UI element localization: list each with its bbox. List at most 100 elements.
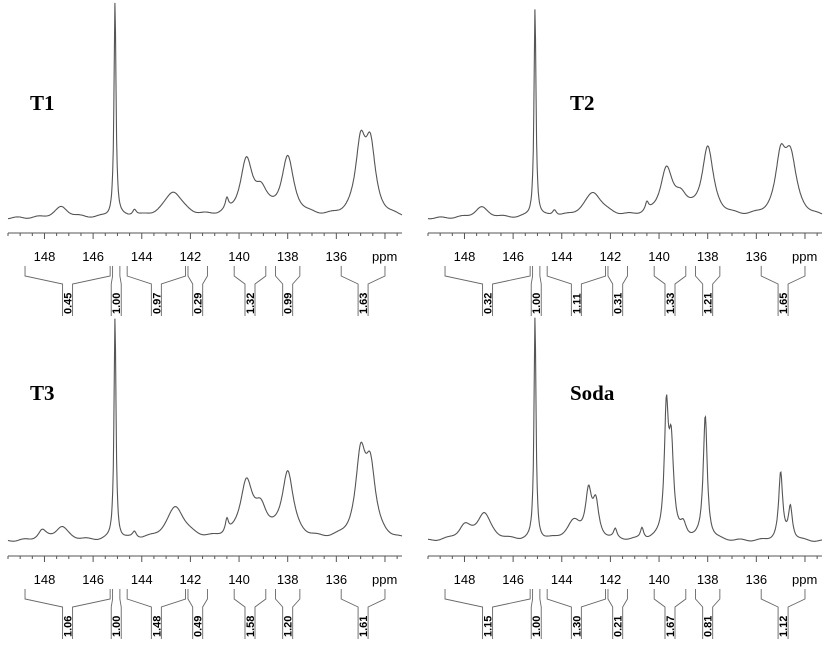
integral-value: 1.48 — [151, 616, 163, 637]
x-tick-label: 148 — [454, 572, 476, 587]
integral-bracket — [607, 589, 628, 639]
integral-bracket — [233, 589, 267, 639]
integral-bracket — [233, 266, 267, 316]
integral-value: 0.29 — [193, 293, 205, 314]
x-tick-label: 136 — [745, 572, 767, 587]
integral-value: 1.15 — [483, 616, 495, 637]
integral-value: 1.20 — [283, 616, 295, 637]
integral-bracket — [340, 266, 386, 316]
x-tick-label: 142 — [600, 572, 622, 587]
integral-bracket — [24, 266, 111, 316]
spectrum-panel-2: T2 148 146 144 142 140 138 136 ppm 0.32 1.00 1.11 0.… — [427, 9, 823, 316]
x-axis-unit: ppm — [372, 249, 397, 264]
integral-bracket — [530, 266, 542, 316]
integral-value: 1.33 — [665, 293, 677, 314]
x-tick-label: 136 — [325, 572, 347, 587]
x-tick-label: 138 — [697, 572, 719, 587]
integral-bracket — [444, 589, 531, 639]
integral-bracket — [695, 589, 721, 639]
x-tick-label: 136 — [325, 249, 347, 264]
integral-bracket — [24, 589, 111, 639]
integral-value: 0.97 — [151, 293, 163, 314]
integral-value: 0.99 — [283, 293, 295, 314]
panel-title: T3 — [30, 381, 55, 405]
x-tick-label: 140 — [228, 572, 250, 587]
integral-value: 1.30 — [571, 616, 583, 637]
integral-value: 0.21 — [613, 616, 625, 637]
panel-title: Soda — [570, 381, 615, 405]
panel-title: T1 — [30, 91, 55, 115]
x-tick-label: 138 — [277, 249, 299, 264]
integral-bracket — [187, 589, 208, 639]
integral-bracket — [695, 266, 721, 316]
integral-value: 0.45 — [63, 293, 75, 314]
integral-bracket — [546, 589, 606, 639]
x-tick-label: 144 — [551, 572, 573, 587]
integral-value: 1.67 — [665, 616, 677, 637]
x-tick-label: 140 — [228, 249, 250, 264]
integral-bracket — [530, 589, 542, 639]
integral-bracket — [126, 589, 186, 639]
integral-value: 1.61 — [358, 616, 370, 637]
integral-value: 1.00 — [111, 293, 123, 314]
x-tick-label: 146 — [502, 249, 524, 264]
x-axis-unit: ppm — [792, 249, 817, 264]
spectrum-panel-4: Soda 148 146 144 142 140 138 136 ppm 1.15 1.00 1.30… — [427, 317, 823, 639]
integral-value: 1.58 — [245, 616, 257, 637]
x-tick-label: 138 — [277, 572, 299, 587]
integral-value: 1.11 — [571, 293, 583, 314]
x-tick-label: 144 — [131, 572, 153, 587]
integral-value: 0.49 — [193, 616, 205, 637]
spectrum-panel-1: T1 148 146 144 142 140 138 136 ppm 0.45 1.00 0.97 0.… — [7, 2, 403, 316]
x-tick-label: 138 — [697, 249, 719, 264]
integral-bracket — [275, 266, 301, 316]
integral-bracket — [340, 589, 386, 639]
integral-bracket — [653, 589, 687, 639]
integral-bracket — [607, 266, 628, 316]
panel-title: T2 — [570, 91, 595, 115]
x-tick-label: 146 — [82, 572, 104, 587]
integral-value: 1.06 — [63, 616, 75, 637]
spectrum-trace — [7, 2, 403, 220]
integral-value: 1.00 — [531, 616, 543, 637]
spectrum-trace — [428, 317, 823, 542]
x-tick-label: 148 — [454, 249, 476, 264]
integral-bracket — [110, 266, 122, 316]
x-tick-label: 146 — [82, 249, 104, 264]
integral-bracket — [546, 266, 606, 316]
x-tick-label: 144 — [551, 249, 573, 264]
integral-bracket — [187, 266, 208, 316]
x-tick-label: 140 — [648, 249, 670, 264]
spectrum-trace — [7, 318, 403, 542]
spectrum-trace — [427, 9, 823, 220]
integral-bracket — [653, 266, 687, 316]
x-tick-label: 136 — [745, 249, 767, 264]
integral-value: 1.65 — [778, 293, 790, 314]
integral-value: 1.63 — [358, 293, 370, 314]
integral-bracket — [126, 266, 186, 316]
integral-value: 0.81 — [703, 616, 715, 637]
integral-bracket — [444, 266, 531, 316]
x-tick-label: 144 — [131, 249, 153, 264]
x-tick-label: 146 — [502, 572, 524, 587]
integral-bracket — [110, 589, 122, 639]
integral-value: 1.12 — [778, 616, 790, 637]
integral-bracket — [760, 266, 806, 316]
x-tick-label: 142 — [180, 249, 202, 264]
integral-value: 1.32 — [245, 293, 257, 314]
x-tick-label: 140 — [648, 572, 670, 587]
x-axis-unit: ppm — [792, 572, 817, 587]
x-tick-label: 142 — [180, 572, 202, 587]
x-axis-unit: ppm — [372, 572, 397, 587]
x-tick-label: 142 — [600, 249, 622, 264]
integral-bracket — [275, 589, 301, 639]
integral-value: 0.32 — [483, 293, 495, 314]
spectrum-panel-3: T3 148 146 144 142 140 138 136 ppm 1.06 1.00 1.48 0.… — [7, 318, 403, 639]
x-tick-label: 148 — [34, 249, 56, 264]
integral-bracket — [760, 589, 806, 639]
integral-value: 0.31 — [613, 293, 625, 314]
integral-value: 1.00 — [111, 616, 123, 637]
integral-value: 1.00 — [531, 293, 543, 314]
x-tick-label: 148 — [34, 572, 56, 587]
